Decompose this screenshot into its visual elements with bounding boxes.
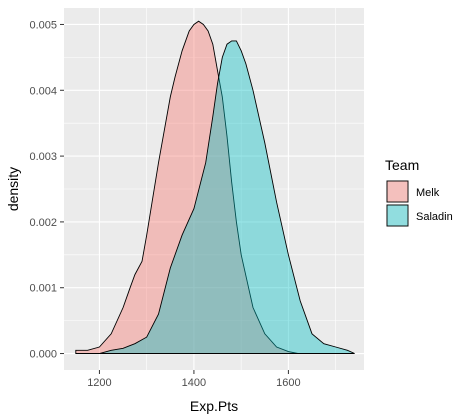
x-tick-label: 1600 bbox=[276, 377, 300, 389]
density-areas bbox=[75, 20, 355, 354]
grid-major-lines bbox=[64, 8, 364, 370]
legend: Team Melk Saladin bbox=[385, 157, 453, 227]
legend-key-bg bbox=[386, 204, 409, 227]
y-tick-label: 0.001 bbox=[29, 283, 57, 295]
legend-title: Team bbox=[385, 157, 419, 173]
x-axis-title: Exp.Pts bbox=[190, 398, 238, 414]
y-tick-label: 0.005 bbox=[29, 19, 57, 31]
y-axis: 0.000 0.001 0.002 0.003 0.004 0.005 bbox=[29, 19, 64, 361]
y-tick-label: 0.004 bbox=[29, 85, 57, 97]
y-tick-label: 0.003 bbox=[29, 151, 57, 163]
x-axis: 1200 1400 1600 bbox=[87, 370, 301, 389]
legend-label-saladin: Saladin bbox=[416, 211, 453, 223]
x-tick-label: 1400 bbox=[182, 377, 206, 389]
legend-key-bg bbox=[386, 180, 409, 203]
density-area-saladin bbox=[75, 40, 355, 354]
y-axis-title: density bbox=[5, 167, 21, 211]
x-tick-label: 1200 bbox=[87, 377, 111, 389]
legend-label-melk: Melk bbox=[416, 187, 440, 199]
density-area-melk bbox=[75, 20, 298, 354]
y-tick-label: 0.000 bbox=[29, 349, 57, 361]
y-tick-label: 0.002 bbox=[29, 217, 57, 229]
legend-key-melk bbox=[386, 180, 409, 203]
legend-key-saladin bbox=[386, 204, 409, 227]
grid-minor-lines bbox=[64, 8, 364, 370]
